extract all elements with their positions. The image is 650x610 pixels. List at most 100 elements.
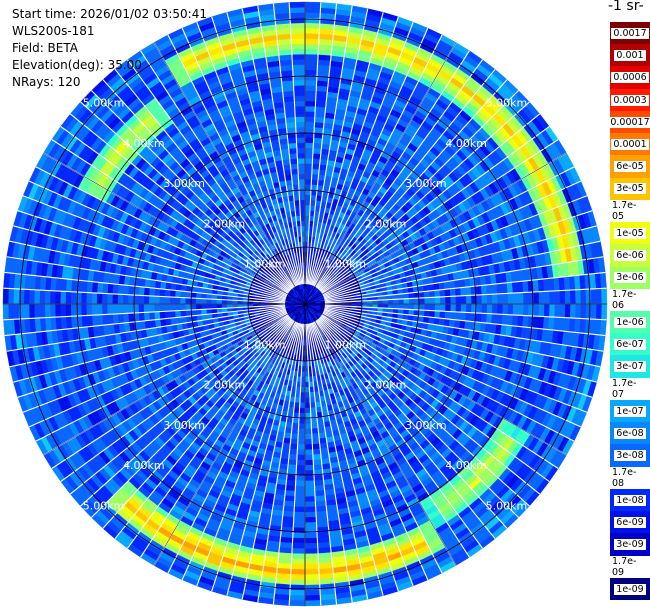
beta-cell bbox=[564, 289, 571, 305]
beta-cell bbox=[304, 69, 318, 76]
beta-cell bbox=[445, 296, 452, 305]
beta-cell bbox=[314, 121, 325, 129]
beta-cell bbox=[304, 100, 316, 107]
beta-cell bbox=[311, 168, 320, 175]
beta-cell bbox=[291, 553, 306, 560]
beta-cell bbox=[491, 313, 498, 325]
beta-cell bbox=[304, 589, 321, 596]
beta-cell bbox=[486, 303, 493, 315]
beta-cell bbox=[291, 548, 306, 555]
beta-cell bbox=[450, 303, 457, 313]
beta-cell bbox=[304, 163, 313, 170]
beta-cell bbox=[304, 194, 311, 201]
beta-cell bbox=[290, 579, 306, 586]
beta-cell bbox=[569, 303, 577, 319]
beta-cell bbox=[315, 500, 327, 508]
beta-cell bbox=[287, 459, 298, 466]
beta-cell bbox=[408, 298, 415, 305]
beta-cell bbox=[445, 303, 452, 312]
beta-cell bbox=[304, 428, 313, 435]
beta-cell bbox=[304, 152, 314, 159]
beta-cell bbox=[289, 594, 306, 602]
beta-cell bbox=[304, 43, 319, 50]
beta-cell bbox=[595, 303, 603, 320]
beta-cell bbox=[304, 147, 314, 154]
beta-cell bbox=[485, 313, 493, 324]
beta-cell bbox=[449, 287, 457, 297]
beta-cell bbox=[285, 484, 296, 492]
beta-cell bbox=[304, 532, 318, 539]
beta-cell bbox=[304, 600, 322, 607]
beta-cell bbox=[292, 537, 306, 544]
beta-cell bbox=[284, 490, 296, 497]
beta-cell bbox=[424, 303, 431, 311]
beta-cell bbox=[304, 22, 320, 29]
beta-cell bbox=[289, 584, 306, 591]
beta-cell bbox=[283, 500, 295, 508]
beta-cell bbox=[289, 443, 298, 450]
beta-cell bbox=[304, 27, 320, 34]
beta-cell bbox=[304, 17, 321, 24]
beta-cell bbox=[408, 303, 415, 310]
beta-cell bbox=[434, 296, 441, 305]
beta-cell bbox=[292, 532, 306, 539]
beta-cell bbox=[290, 433, 299, 440]
beta-cell bbox=[480, 313, 488, 324]
beta-cell bbox=[290, 438, 299, 445]
beta-cell bbox=[304, 522, 317, 529]
beta-cell bbox=[543, 303, 550, 318]
beta-cell bbox=[298, 423, 306, 430]
beta-cell bbox=[304, 553, 319, 560]
beta-cell bbox=[419, 303, 426, 311]
beta-cell bbox=[304, 105, 316, 112]
beta-cell bbox=[304, 407, 311, 414]
beta-cell bbox=[304, 542, 319, 549]
beta-cell bbox=[507, 303, 514, 316]
beta-cell bbox=[434, 303, 441, 312]
beta-cell bbox=[304, 95, 317, 102]
beta-cell bbox=[454, 311, 462, 321]
beta-cell bbox=[311, 163, 320, 170]
beta-cell bbox=[590, 288, 597, 305]
beta-cell bbox=[294, 490, 306, 497]
beta-cell bbox=[455, 295, 462, 305]
beta-cell bbox=[315, 100, 327, 108]
beta-cell bbox=[580, 303, 587, 319]
beta-cell bbox=[502, 303, 509, 315]
beta-cell bbox=[288, 600, 306, 607]
beta-cell bbox=[312, 152, 322, 160]
beta-cell bbox=[312, 142, 323, 149]
beta-cell bbox=[312, 459, 323, 466]
beta-cell bbox=[304, 64, 318, 71]
beta-cell bbox=[533, 303, 540, 317]
beta-cell bbox=[304, 454, 314, 461]
beta-cell bbox=[455, 303, 462, 313]
beta-cell bbox=[304, 6, 321, 14]
beta-cell bbox=[294, 485, 306, 492]
beta-cell bbox=[304, 501, 316, 508]
beta-cell bbox=[311, 428, 319, 435]
beta-cell bbox=[304, 32, 320, 40]
beta-cell bbox=[294, 496, 306, 503]
beta-cell bbox=[304, 48, 319, 55]
beta-cell bbox=[476, 294, 483, 305]
beta-cell bbox=[533, 291, 540, 305]
beta-cell bbox=[419, 297, 426, 305]
beta-cell bbox=[294, 501, 306, 508]
beta-cell bbox=[284, 495, 296, 502]
beta-cell bbox=[304, 480, 315, 487]
beta-cell bbox=[575, 289, 582, 305]
beta-cell bbox=[291, 428, 299, 435]
beta-cell bbox=[517, 292, 524, 305]
beta-cell bbox=[496, 283, 503, 295]
beta-cell bbox=[288, 453, 298, 461]
beta-cell bbox=[311, 433, 320, 440]
beta-cell bbox=[297, 433, 306, 440]
beta-cell bbox=[304, 418, 312, 425]
beta-cell bbox=[297, 428, 306, 435]
beta-cell bbox=[304, 137, 314, 144]
beta-cell bbox=[523, 303, 530, 316]
beta-cell bbox=[434, 289, 441, 298]
beta-cell bbox=[304, 423, 312, 430]
beta-cell bbox=[444, 288, 451, 297]
